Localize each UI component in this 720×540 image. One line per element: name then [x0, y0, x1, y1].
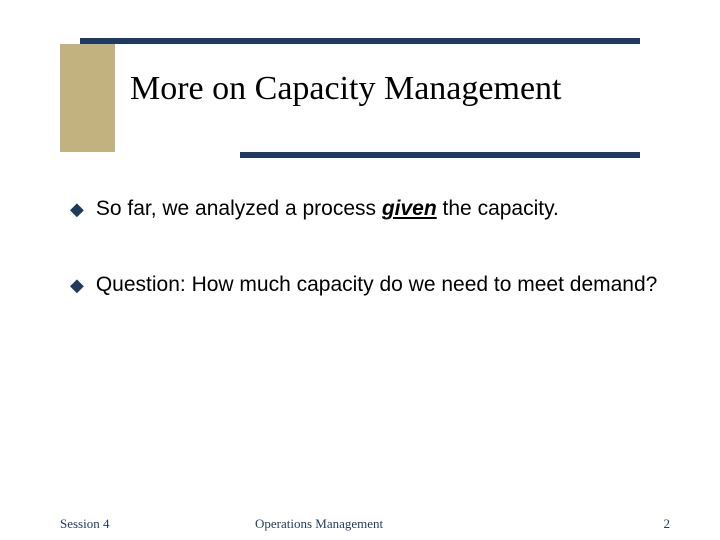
khaki-accent-block: [60, 44, 115, 152]
top-accent-bar: [80, 38, 640, 44]
mid-accent-bar: [240, 152, 640, 158]
diamond-bullet-icon: ◆: [70, 197, 84, 221]
content-area: ◆ So far, we analyzed a process given th…: [70, 195, 660, 348]
bullet-item: ◆ Question: How much capacity do we need…: [70, 271, 660, 299]
bullet-text: Question: How much capacity do we need t…: [96, 271, 657, 299]
bullet-text: So far, we analyzed a process given the …: [96, 195, 559, 223]
diamond-bullet-icon: ◆: [70, 273, 84, 297]
footer-session: Session 4: [60, 516, 109, 532]
slide-title: More on Capacity Management: [130, 70, 561, 108]
footer-page-number: 2: [664, 516, 671, 532]
bullet-item: ◆ So far, we analyzed a process given th…: [70, 195, 660, 223]
footer-course: Operations Management: [255, 516, 383, 532]
